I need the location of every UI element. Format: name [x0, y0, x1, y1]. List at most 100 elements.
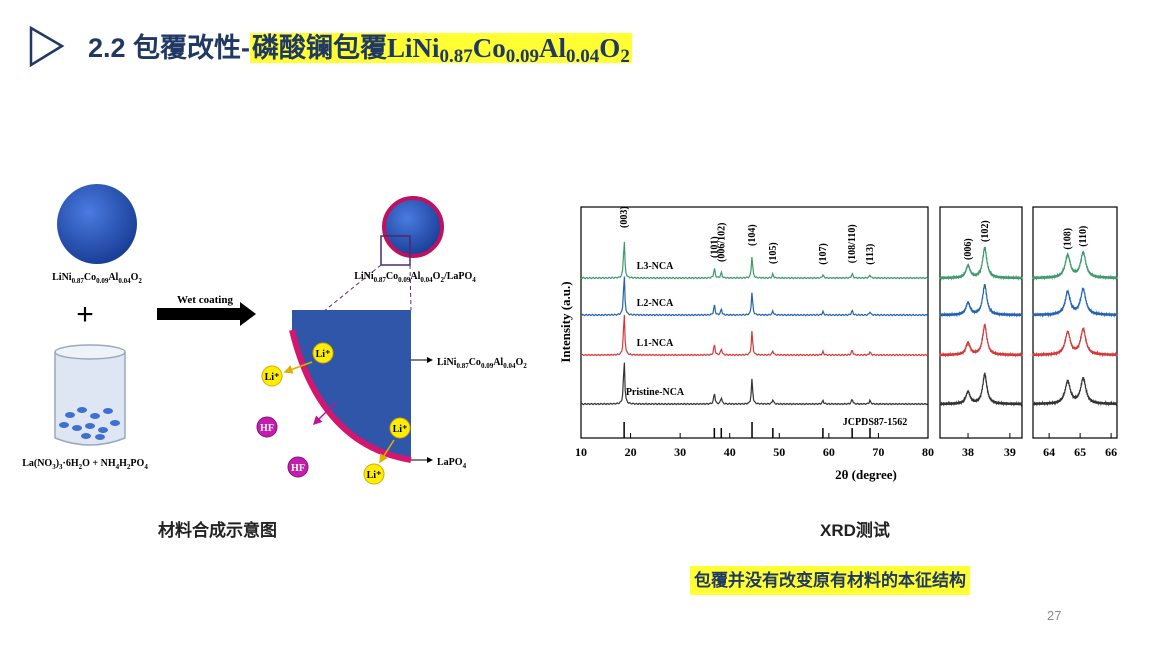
plot-frame [1032, 206, 1118, 439]
x-tick-label: 50 [773, 445, 785, 459]
ion-label: HF [260, 423, 274, 434]
formula-part: O [599, 33, 621, 63]
formula-part: Al [539, 33, 567, 63]
ion-circle [287, 456, 309, 478]
peak-label: (006/102) [716, 223, 727, 262]
formula-part: Al [108, 272, 118, 283]
subscript: 3 [59, 463, 63, 471]
peak-label: (006) [963, 238, 974, 260]
shell-layer [289, 329, 412, 463]
subscript: 0.09 [481, 362, 494, 370]
ion-circle [363, 463, 385, 485]
formula-part: H [119, 458, 127, 469]
xrd-trace [939, 284, 1023, 318]
xrd-trace [580, 276, 928, 317]
formula-part: O [131, 272, 139, 283]
peak-label: (110) [1078, 226, 1089, 247]
subscript: 4 [116, 463, 120, 471]
formula-part: O + NH [82, 458, 116, 469]
title-icon [29, 25, 65, 68]
reference-label: JCPDS87-1562 [843, 417, 907, 428]
process-label: Wet coating [177, 294, 233, 306]
formula-part: PO [130, 458, 144, 469]
zoom-box [380, 235, 411, 266]
x-tick-label: 80 [922, 445, 934, 459]
formula-label: La(NO3)3·6H2O + NH4H2PO4 [22, 458, 148, 471]
formula-part: La(NO [22, 458, 52, 469]
xrd-trace [1032, 376, 1118, 407]
y-axis-label: Intensity (a.u.) [558, 281, 573, 362]
subscript: 0.04 [503, 362, 516, 370]
formula-part: Al [493, 357, 503, 368]
x-tick-label: 65 [1074, 445, 1086, 459]
xrd-trace [580, 314, 929, 357]
zoom-line [409, 264, 412, 311]
subscript: 0.04 [420, 276, 433, 284]
page-number: 27 [1047, 608, 1062, 623]
ion-path [379, 439, 395, 464]
ion-path [283, 361, 313, 374]
formula: LiNi0.87Co0.09Al0.04O2 [387, 33, 630, 66]
formula-part: Al [410, 271, 420, 282]
formula-part: Co [84, 272, 96, 283]
peak-label: (101) [709, 236, 720, 258]
x-tick-label: 20 [625, 445, 637, 459]
xrd-trace [1032, 326, 1118, 358]
ncm-sphere [57, 184, 137, 264]
formula-part: Co [386, 271, 398, 282]
ion-circle [312, 342, 334, 364]
subscript: 2 [440, 276, 444, 284]
subscript: 4 [472, 276, 476, 284]
title-prefix: 2.2 包覆改性- [88, 33, 251, 63]
formula-label: LiNi0.87Co0.09Al0.04O2/LaPO4 [354, 271, 476, 284]
formula-part: Co [469, 357, 481, 368]
peak-label: (105) [768, 242, 779, 264]
x-tick-label: 66 [1105, 445, 1117, 459]
subscript: 4 [144, 463, 148, 471]
formula-part: LiNi [52, 272, 72, 283]
peak-label: (108/110) [847, 224, 858, 263]
ion-circle [261, 365, 283, 387]
formula-part: LiNi [437, 357, 457, 368]
x-tick-label: 38 [962, 445, 974, 459]
x-tick-label: 60 [823, 445, 835, 459]
xrd-trace [1032, 250, 1118, 281]
formula-part: LaPO [437, 457, 463, 468]
conclusion: 包覆并没有改变原有材料的本征结构 [690, 566, 970, 595]
xrd-trace [1032, 287, 1118, 319]
xrd-trace [580, 241, 929, 280]
subscript: 2 [620, 46, 630, 67]
subscript: 0.04 [566, 46, 600, 67]
slide-title: 2.2 包覆改性-磷酸镧包覆LiNi0.87Co0.09Al0.04O2 [88, 26, 632, 70]
xrd-trace [939, 372, 1023, 407]
formula-part: ·6H [63, 458, 79, 469]
plus-sign: + [76, 298, 94, 331]
series-label: Pristine-NCA [626, 387, 685, 398]
title-highlight: 磷酸镧包覆LiNi0.87Co0.09Al0.04O2 [250, 33, 632, 66]
subscript: 2 [138, 277, 142, 285]
subscript: 2 [523, 362, 527, 370]
formula-label: LiNi0.87Co0.09Al0.04O2 [52, 272, 142, 285]
subscript: 0.87 [456, 362, 469, 370]
peak-label: (104) [747, 224, 758, 246]
series-label: L1-NCA [637, 338, 674, 349]
formula-label: LaPO4 [437, 457, 467, 470]
subscript: 0.09 [505, 46, 540, 67]
plot-frame [580, 206, 929, 439]
subscript: 4 [463, 462, 467, 470]
ion-label: Li⁺ [393, 424, 408, 435]
ion-circle [389, 417, 411, 439]
x-tick-label: 64 [1043, 445, 1055, 459]
ion-label: Li⁺ [316, 349, 331, 360]
formula-part: LiNi [354, 271, 374, 282]
ion-circle [256, 416, 278, 438]
xrd-trace [580, 362, 929, 406]
subscript: 0.87 [72, 277, 85, 285]
formula-part: O [515, 357, 523, 368]
xrd-trace [939, 323, 1023, 358]
peak-label: (107) [818, 243, 829, 265]
subscript: 2 [79, 463, 83, 471]
series-label: L2-NCA [637, 298, 674, 309]
formula-part: ) [56, 458, 59, 469]
